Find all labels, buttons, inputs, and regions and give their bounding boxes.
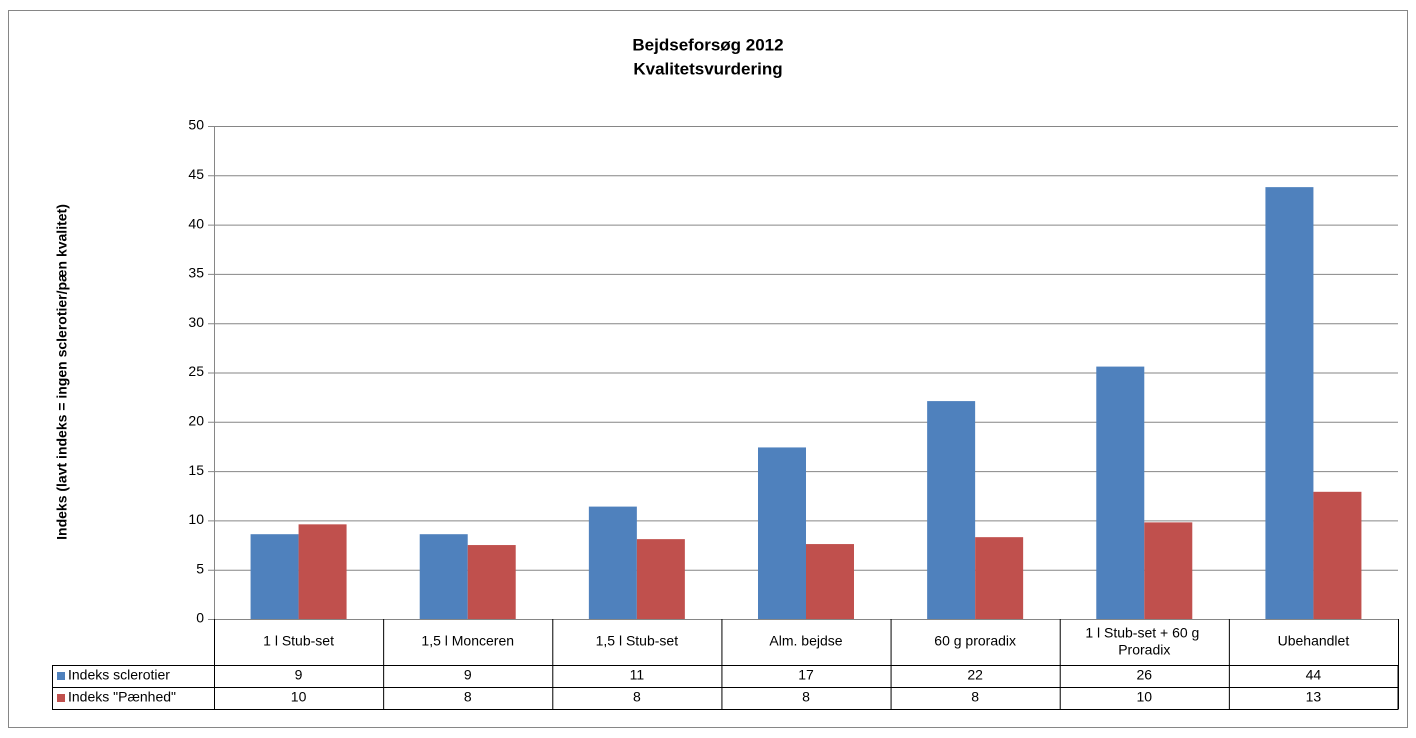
x-tick-label: 1,5 l Monceren <box>421 633 514 649</box>
y-tick-label: 10 <box>188 511 204 527</box>
bar <box>975 537 1024 619</box>
y-tick-label: 40 <box>188 215 204 231</box>
table-value: 8 <box>464 689 472 705</box>
chart-title: Bejdseforsøg 2012 <box>632 35 783 54</box>
y-tick-label: 50 <box>188 117 204 133</box>
table-value: 8 <box>802 689 810 705</box>
y-tick-label: 15 <box>188 462 204 478</box>
bar <box>806 544 854 619</box>
table-value: 8 <box>971 689 979 705</box>
y-tick-label: 30 <box>188 314 204 330</box>
bar <box>1096 366 1145 619</box>
y-tick-label: 45 <box>188 166 204 182</box>
y-tick-label: 35 <box>188 265 204 281</box>
y-tick-label: 25 <box>188 363 204 379</box>
table-value: 8 <box>633 689 641 705</box>
table-value: 11 <box>630 667 645 683</box>
y-tick-label: 20 <box>188 413 204 429</box>
x-tick-label: Alm. bejdse <box>769 633 842 649</box>
table-value: 10 <box>1136 689 1152 705</box>
table-value: 17 <box>798 667 814 683</box>
table-value: 13 <box>1306 689 1322 705</box>
table-value: 26 <box>1136 667 1152 683</box>
bar <box>250 534 299 619</box>
bar <box>419 534 468 619</box>
x-tick-label: Ubehandlet <box>1278 633 1350 649</box>
table-value: 22 <box>967 667 983 683</box>
bar <box>298 524 347 619</box>
x-tick-label: 1 l Stub-set <box>263 633 334 649</box>
legend-swatch <box>57 672 65 680</box>
x-tick-label: 1,5 l Stub-set <box>596 633 679 649</box>
table-value: 10 <box>291 689 307 705</box>
legend-swatch <box>57 694 65 702</box>
bar <box>1144 522 1193 619</box>
table-value: 44 <box>1306 667 1322 683</box>
y-tick-label: 0 <box>196 610 204 626</box>
bar <box>1313 491 1362 619</box>
table-value: 9 <box>464 667 472 683</box>
legend-label: Indeks sclerotier <box>68 667 170 683</box>
x-tick-label: 1 l Stub-set + 60 g Proradix <box>1085 624 1203 657</box>
bar <box>927 401 976 619</box>
y-axis-label: Indeks (lavt indeks = ingen sclerotier/p… <box>54 204 70 540</box>
bar <box>588 506 637 619</box>
bar <box>467 545 516 619</box>
legend-label: Indeks "Pænhed" <box>68 689 176 705</box>
x-tick-label: 60 g proradix <box>934 633 1016 649</box>
bar <box>1265 187 1314 619</box>
y-tick-label: 5 <box>196 560 204 576</box>
bar <box>758 447 806 619</box>
chart-subtitle: Kvalitetsvurdering <box>633 59 782 78</box>
table-value: 9 <box>295 667 303 683</box>
bar <box>636 539 685 619</box>
